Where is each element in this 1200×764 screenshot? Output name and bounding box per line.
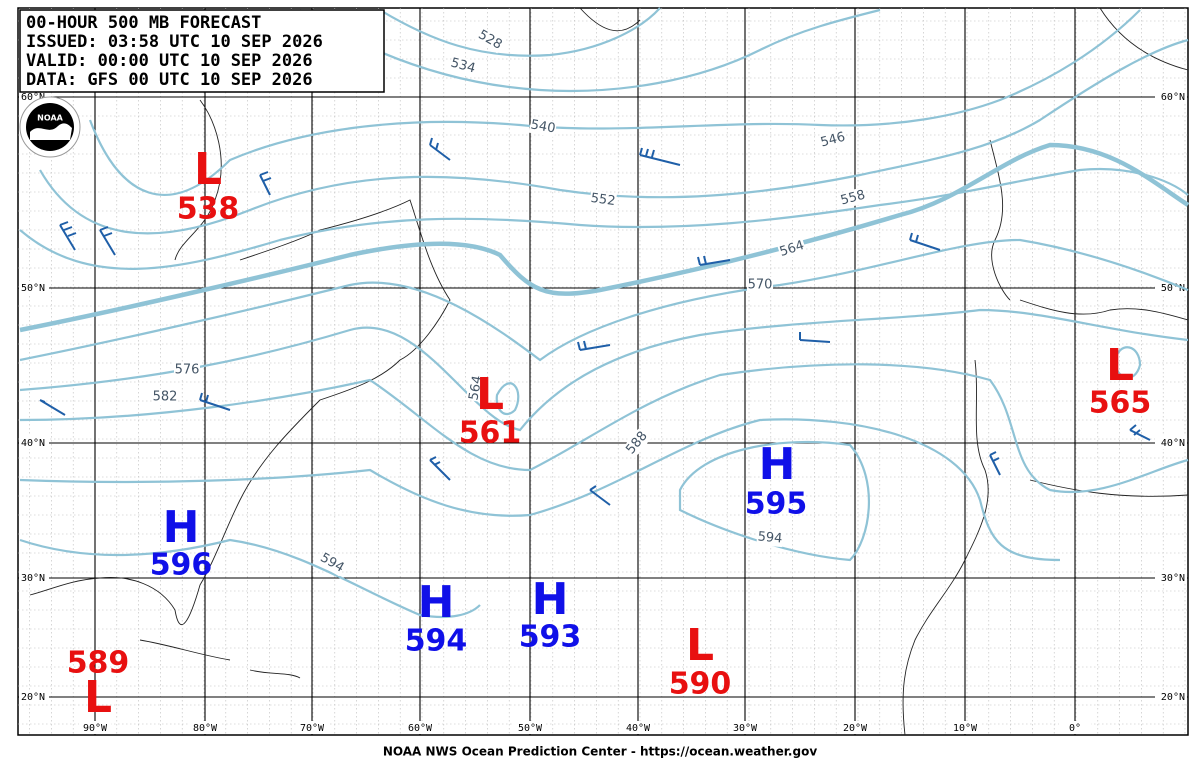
center-letter: H [163, 502, 200, 553]
lon-label-box [839, 721, 871, 734]
lon-label-box [404, 721, 436, 734]
contour-label-bg [316, 549, 348, 577]
contour-label: 546 [819, 130, 847, 151]
contour-label: 534 [449, 56, 477, 77]
lat-label-box [1155, 90, 1187, 103]
contour-label-bg [528, 116, 558, 138]
contours [19, 7, 1190, 619]
contour-label-bg [174, 362, 200, 378]
lon-label-box [79, 721, 111, 734]
contour-label-bg [756, 528, 784, 548]
contour-label-bg [777, 237, 807, 261]
contour-label-bg [474, 26, 506, 54]
major-grid: 60°N 60°N 50°N 50°N 40°N 40°N 30°N 30°N 20°N 20°N… [18, 8, 1188, 735]
center-letter: L [84, 672, 112, 723]
header-line: 00-HOUR 500 MB FORECAST [26, 13, 261, 33]
lon-label: 40°W [626, 723, 651, 734]
lat-label-box [19, 571, 49, 584]
contour-label: 576 [175, 363, 200, 378]
contour-label-bg [152, 389, 178, 405]
lat-label-box [1155, 690, 1187, 703]
logo-gull [30, 123, 72, 140]
contour-label-bg [747, 277, 773, 293]
lat-label: 20°N [21, 692, 45, 703]
lon-label-box [296, 721, 328, 734]
lat-label: 20°N [1161, 692, 1185, 703]
contour-label-bg [589, 190, 617, 210]
lon-label: 30°W [733, 723, 758, 734]
lon-label: 50°W [518, 723, 543, 734]
center-value: 538 [177, 192, 240, 227]
footer: NOAA NWS Ocean Prediction Center - https… [383, 745, 817, 759]
title-box-frame [19, 9, 385, 93]
title-box: 00-HOUR 500 MB FORECAST ISSUED: 03:58 UT… [19, 9, 385, 93]
contour-label: 582 [153, 390, 178, 405]
contour-label: 570 [748, 278, 773, 293]
center-letter: L [1106, 340, 1134, 391]
lon-label-box [1059, 721, 1091, 734]
lon-label: 80°W [193, 723, 218, 734]
lat-label: 50°N [1161, 283, 1185, 294]
contour-label-bg [818, 128, 848, 152]
contour-label: 594 [757, 529, 783, 546]
lon-label-box [622, 721, 654, 734]
lat-label-box [19, 690, 49, 703]
lat-label: 60°N [21, 92, 45, 103]
logo-text: NOAA [37, 114, 63, 123]
contour-label-bg [622, 427, 652, 459]
contour-label-bg [838, 186, 868, 210]
contour-label: 552 [590, 191, 617, 209]
wind-barbs [39, 137, 1151, 506]
lat-label-box [19, 436, 49, 449]
contour-label-bg [465, 373, 487, 403]
lat-label: 40°N [1161, 438, 1185, 449]
header-line: VALID: 00:00 UTC 10 SEP 2026 [26, 51, 313, 71]
header-line: DATA: GFS 00 UTC 10 SEP 2026 [26, 70, 313, 90]
center-letter: H [418, 577, 455, 628]
center-letter: H [759, 439, 796, 490]
contour-label: 564 [466, 374, 485, 401]
lon-label-box [729, 721, 761, 734]
contour-label: 564 [778, 238, 806, 260]
lon-label: 0° [1069, 723, 1081, 734]
center-value: 565 [1089, 386, 1152, 421]
center-value: 595 [745, 487, 808, 522]
noaa-logo: NOAA [19, 96, 81, 158]
lon-label: 10°W [953, 723, 978, 734]
lat-label: 30°N [21, 573, 45, 584]
lon-label: 70°W [300, 723, 325, 734]
lat-label: 40°N [21, 438, 45, 449]
center-letter: H [532, 574, 569, 625]
center-letter: L [476, 369, 504, 420]
lat-label: 60°N [1161, 92, 1185, 103]
lat-label-box [1155, 571, 1187, 584]
lat-label: 50°N [21, 283, 45, 294]
lon-label: 60°W [408, 723, 433, 734]
center-value: 561 [459, 416, 522, 451]
contour-label: 558 [839, 188, 867, 209]
center-value: 594 [405, 624, 468, 659]
lon-label: 20°W [843, 723, 868, 734]
center-value: 596 [150, 548, 213, 583]
lat-label-box [1155, 436, 1187, 449]
lat-label-box [1155, 281, 1187, 294]
contour-label-bg [448, 54, 478, 78]
header-line: ISSUED: 03:58 UTC 10 SEP 2026 [26, 32, 323, 52]
contour-label: 540 [529, 117, 556, 136]
center-letter: L [686, 620, 714, 671]
lat-label-box [19, 281, 49, 294]
lon-label-box [189, 721, 221, 734]
coastlines [29, 7, 1189, 736]
center-value: 590 [669, 667, 732, 702]
lon-label-box [514, 721, 546, 734]
lon-label-box [949, 721, 981, 734]
center-letter: L [194, 144, 222, 195]
lon-label: 90°W [83, 723, 108, 734]
center-value: 589 [67, 646, 130, 681]
lat-label: 30°N [1161, 573, 1185, 584]
center-value: 593 [519, 620, 582, 655]
